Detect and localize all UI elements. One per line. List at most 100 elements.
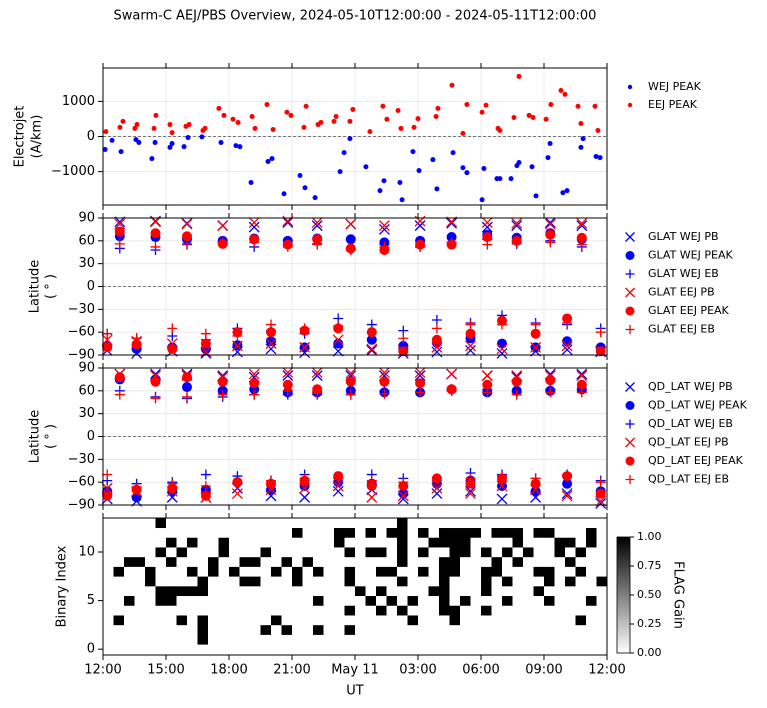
data-point <box>266 327 276 338</box>
heatmap-cell <box>565 615 576 626</box>
heatmap-cell <box>512 556 524 567</box>
heatmap-cell <box>313 556 324 567</box>
data-point <box>182 372 192 383</box>
heatmap-cell <box>113 644 125 655</box>
heatmap-cell <box>365 634 377 645</box>
heatmap-cell <box>386 644 398 655</box>
heatmap-cell <box>124 518 135 529</box>
heatmap-cell <box>292 576 303 587</box>
heatmap-cell <box>229 586 240 597</box>
heatmap-cell <box>502 615 513 626</box>
heatmap-cell <box>554 615 566 626</box>
heatmap-cell <box>554 537 566 548</box>
data-point <box>530 319 541 330</box>
heatmap-cell <box>418 547 429 558</box>
heatmap-cell <box>397 634 408 645</box>
data-point <box>233 143 239 149</box>
heatmap-cell <box>155 547 167 558</box>
colorbar-tick-label: 1.00 <box>637 530 662 543</box>
heatmap-cell <box>218 547 230 558</box>
legend-label: WEJ PEAK <box>648 80 702 93</box>
data-point <box>479 109 485 115</box>
heatmap-cell <box>239 518 251 529</box>
y-tick-label: 1000 <box>62 94 95 109</box>
heatmap-cell <box>250 556 261 567</box>
heatmap-cell <box>586 615 597 626</box>
heatmap-cell <box>523 605 534 616</box>
legend-label: QD_LAT WEJ PB <box>648 380 733 393</box>
data-point <box>248 217 260 229</box>
heatmap-cell <box>523 615 534 626</box>
heatmap-cell <box>397 605 408 616</box>
heatmap-cell <box>407 527 419 538</box>
data-point <box>496 348 508 359</box>
heatmap-cell <box>323 644 335 655</box>
heatmap-cell <box>460 624 471 635</box>
heatmap-cell <box>397 644 408 655</box>
heatmap-cell <box>512 537 524 548</box>
data-point <box>414 370 426 382</box>
y-tick-label: 30 <box>78 256 95 271</box>
data-point <box>109 137 115 143</box>
heatmap-cell <box>271 537 282 548</box>
heatmap-cell <box>134 586 146 597</box>
heatmap-cell <box>302 566 314 577</box>
heatmap-cell <box>575 644 587 655</box>
heatmap-cell <box>365 566 377 577</box>
heatmap-cell <box>376 527 387 538</box>
heatmap-cell <box>523 556 534 567</box>
heatmap-cell <box>386 624 398 635</box>
heatmap-cell <box>428 615 440 626</box>
heatmap-cell <box>554 556 566 567</box>
data-point <box>218 139 224 145</box>
data-point <box>530 486 541 497</box>
heatmap-cell <box>155 644 167 655</box>
heatmap-cell <box>460 547 471 558</box>
heatmap-cell <box>365 644 377 655</box>
heatmap-cell <box>397 566 408 577</box>
heatmap-cell <box>449 605 461 616</box>
heatmap-cell <box>481 576 492 587</box>
heatmap-cell <box>239 576 251 587</box>
data-point <box>231 488 243 500</box>
panel-frame <box>102 517 608 656</box>
heatmap-cell <box>124 556 135 567</box>
heatmap-cell <box>103 605 114 616</box>
heatmap-cell <box>544 586 555 597</box>
heatmap-cell <box>481 537 492 548</box>
data-point <box>366 475 377 486</box>
heatmap-cell <box>334 586 345 597</box>
heatmap-cell <box>470 615 482 626</box>
heatmap-cell <box>313 518 324 529</box>
heatmap-cell <box>292 566 303 577</box>
heatmap-cell <box>460 527 471 538</box>
heatmap-cell <box>460 518 471 529</box>
heatmap-cell <box>407 605 419 616</box>
heatmap-cell <box>292 595 303 606</box>
data-point <box>282 385 293 396</box>
colorbar-tick-label: 0.50 <box>637 588 662 601</box>
data-point <box>431 314 442 325</box>
heatmap-cell <box>470 624 482 635</box>
heatmap-cell <box>124 537 135 548</box>
data-point <box>318 119 324 125</box>
data-point <box>465 478 476 489</box>
data-point <box>481 217 493 229</box>
heatmap-cell <box>491 644 503 655</box>
heatmap-cell <box>491 615 503 626</box>
heatmap-cell <box>544 518 555 529</box>
heatmap-cell <box>229 556 240 567</box>
heatmap-cell <box>491 576 503 587</box>
heatmap-cell <box>145 615 156 626</box>
heatmap-cell <box>313 537 324 548</box>
data-point <box>595 327 606 338</box>
heatmap-cell <box>428 634 440 645</box>
data-point <box>529 164 535 170</box>
heatmap-cell <box>313 586 324 597</box>
data-point <box>281 191 287 197</box>
heatmap-cell <box>439 566 450 577</box>
data-point <box>366 344 378 356</box>
heatmap-cell <box>218 615 230 626</box>
heatmap-cell <box>575 615 587 626</box>
heatmap-cell <box>386 566 398 577</box>
